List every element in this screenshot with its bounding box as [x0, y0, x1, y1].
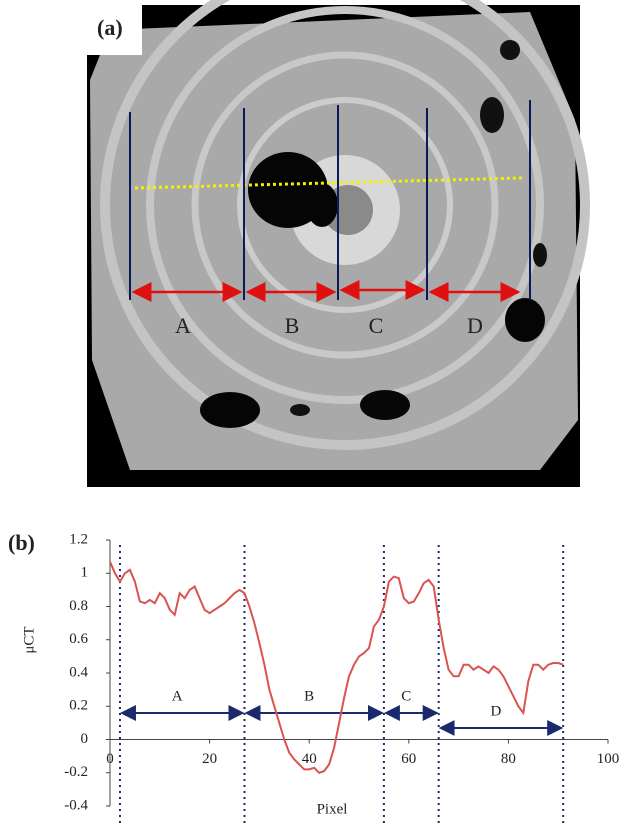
x-tick-label: 20 — [202, 751, 217, 767]
data-line — [109, 561, 564, 774]
region-label: A — [172, 688, 183, 704]
y-axis-label: μCT — [21, 626, 37, 653]
x-tick-label: 60 — [401, 751, 416, 767]
x-tick-label: 100 — [597, 751, 620, 767]
y-tick-label: 0.2 — [69, 698, 88, 714]
region-label: D — [491, 703, 502, 719]
region-label: D — [467, 313, 483, 338]
y-tick-label: 0.8 — [69, 598, 88, 614]
panel-label: (a) — [97, 15, 123, 40]
x-tick-label: 0 — [106, 751, 114, 767]
region-label: C — [369, 313, 384, 338]
y-tick-label: 0.4 — [69, 664, 88, 680]
region-label: C — [401, 688, 411, 704]
y-tick-label: -0.4 — [64, 797, 88, 813]
y-tick-label: -0.2 — [64, 764, 88, 780]
x-axis-label: Pixel — [317, 801, 348, 817]
y-tick-label: 0 — [81, 731, 89, 747]
region-label: B — [304, 688, 314, 704]
x-tick-label: 80 — [501, 751, 516, 767]
region-label: A — [175, 313, 191, 338]
y-tick-label: 1 — [81, 565, 89, 581]
y-tick-label: 1.2 — [69, 531, 88, 547]
x-tick-label: 40 — [302, 751, 317, 767]
panel-label: (b) — [8, 530, 35, 555]
region-label: B — [285, 313, 300, 338]
y-tick-label: 0.6 — [69, 631, 88, 647]
ct-image — [87, 0, 590, 487]
